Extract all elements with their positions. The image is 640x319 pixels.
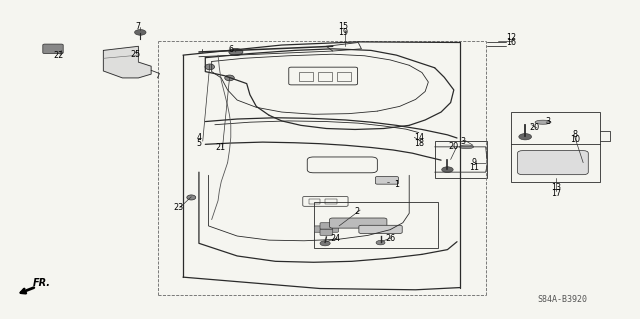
Circle shape <box>376 241 385 245</box>
Text: 15: 15 <box>339 22 349 31</box>
Text: 7: 7 <box>136 22 141 31</box>
FancyBboxPatch shape <box>330 218 387 228</box>
FancyBboxPatch shape <box>359 225 402 234</box>
Circle shape <box>134 30 146 35</box>
Text: 24: 24 <box>330 234 340 243</box>
Text: 13: 13 <box>551 183 561 192</box>
Polygon shape <box>103 46 151 78</box>
Ellipse shape <box>187 195 196 200</box>
Bar <box>435 141 487 178</box>
FancyBboxPatch shape <box>314 226 327 232</box>
Text: FR.: FR. <box>33 278 51 287</box>
Text: 18: 18 <box>415 139 424 148</box>
FancyBboxPatch shape <box>326 226 339 232</box>
Text: 21: 21 <box>216 143 226 152</box>
Text: 3: 3 <box>546 117 550 126</box>
Bar <box>314 202 438 248</box>
Text: 11: 11 <box>469 163 479 172</box>
Text: 12: 12 <box>506 33 516 42</box>
Text: 14: 14 <box>415 133 424 143</box>
Ellipse shape <box>225 75 234 81</box>
FancyBboxPatch shape <box>43 44 63 54</box>
Text: 16: 16 <box>506 38 516 47</box>
Text: 26: 26 <box>385 234 395 243</box>
Text: 20: 20 <box>449 142 459 151</box>
Text: 10: 10 <box>570 135 580 145</box>
Text: 8: 8 <box>572 130 577 139</box>
Text: 20: 20 <box>529 123 539 132</box>
Bar <box>511 112 600 182</box>
Bar <box>337 71 351 81</box>
Text: 6: 6 <box>228 45 234 54</box>
FancyBboxPatch shape <box>518 151 588 175</box>
Text: 1: 1 <box>394 180 399 189</box>
Ellipse shape <box>460 145 474 149</box>
Text: 23: 23 <box>173 204 184 212</box>
FancyBboxPatch shape <box>376 177 398 184</box>
Bar <box>299 71 313 81</box>
Text: 5: 5 <box>196 138 202 148</box>
Ellipse shape <box>535 120 551 124</box>
FancyBboxPatch shape <box>320 229 333 235</box>
Ellipse shape <box>205 64 214 70</box>
Text: 4: 4 <box>196 133 202 143</box>
Ellipse shape <box>229 48 243 56</box>
Text: 9: 9 <box>472 158 477 167</box>
Text: 19: 19 <box>339 27 349 37</box>
Text: 25: 25 <box>130 50 140 59</box>
FancyBboxPatch shape <box>320 223 333 229</box>
Bar <box>318 71 332 81</box>
Text: 2: 2 <box>355 206 360 216</box>
Text: 22: 22 <box>54 51 64 60</box>
Bar <box>308 199 320 204</box>
Text: S84A-B3920: S84A-B3920 <box>537 295 587 304</box>
Text: 3: 3 <box>460 137 465 146</box>
Circle shape <box>442 167 453 173</box>
Circle shape <box>519 134 532 140</box>
Circle shape <box>320 241 330 246</box>
Text: 17: 17 <box>550 189 561 198</box>
Bar <box>325 199 337 204</box>
